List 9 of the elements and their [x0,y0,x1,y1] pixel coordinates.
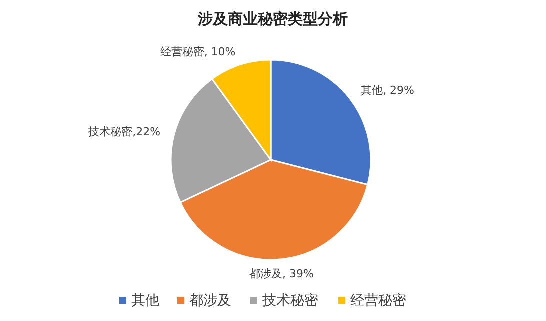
legend-label: 都涉及 [190,293,232,309]
legend-label: 经营秘密 [350,293,406,309]
data-label: 都涉及, 39% [250,267,314,280]
data-label: 技术秘密,22% [88,126,161,139]
data-label: 其他, 29% [361,84,415,98]
chart-title: 涉及商业秘密类型分析 [197,10,348,28]
data-label: 经营秘密, 10% [160,46,236,59]
legend-label: 其他 [132,293,160,309]
legend-label: 技术秘密 [262,293,318,309]
